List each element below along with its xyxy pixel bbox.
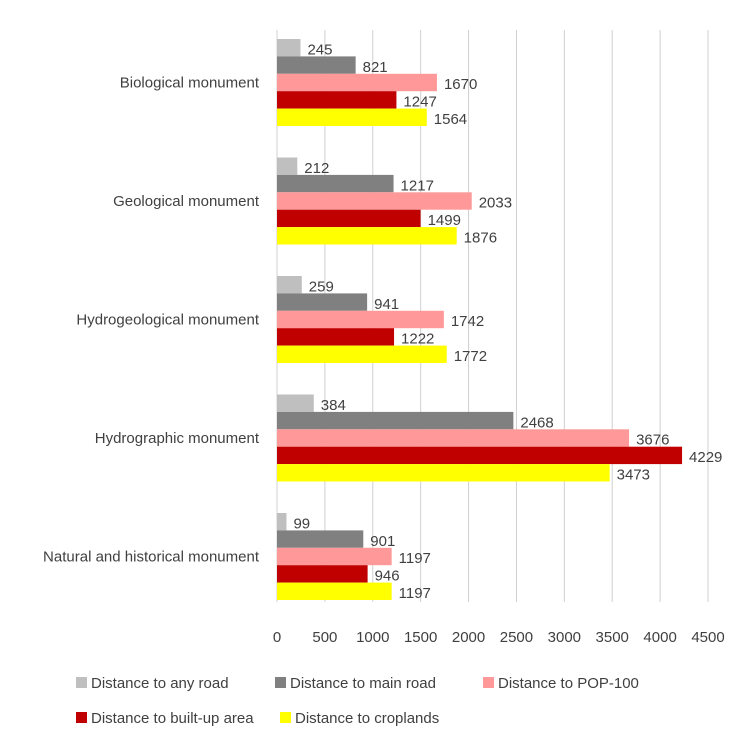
data-label: 1247 — [403, 94, 436, 111]
category-label: Geological monument — [113, 193, 260, 210]
category-label: Natural and historical monument — [43, 549, 260, 566]
bar-distance-to-built-up-area — [277, 91, 397, 109]
bar-distance-to-main-road — [277, 293, 368, 311]
data-label: 384 — [321, 397, 346, 414]
data-label: 2468 — [520, 414, 553, 431]
bar-distance-to-main-road — [277, 411, 514, 430]
bar-distance-to-any-road — [277, 276, 302, 294]
bar-distance-to-pop-100 — [277, 310, 444, 329]
bar-distance-to-any-road — [277, 513, 287, 531]
data-label: 821 — [363, 59, 388, 76]
legend-label: Distance to any road — [91, 675, 229, 692]
x-tick-label: 1500 — [404, 629, 437, 646]
bar-distance-to-built-up-area — [277, 209, 421, 228]
data-label: 946 — [375, 568, 400, 585]
data-label: 259 — [309, 278, 334, 295]
data-label: 1222 — [401, 331, 434, 348]
bar-distance-to-croplands — [277, 582, 392, 600]
x-tick-label: 1000 — [356, 629, 389, 646]
category-label: Biological monument — [120, 75, 260, 92]
legend-swatch — [275, 677, 286, 688]
x-tick-label: 3500 — [596, 629, 629, 646]
data-label: 1772 — [454, 348, 487, 365]
legend-swatch — [76, 677, 87, 688]
data-label: 941 — [374, 296, 399, 313]
x-tick-label: 500 — [312, 629, 337, 646]
bar-distance-to-croplands — [277, 227, 457, 245]
data-label: 1670 — [444, 76, 477, 93]
x-tick-label: 3000 — [548, 629, 581, 646]
bar-distance-to-croplands — [277, 345, 447, 363]
legend-label: Distance to main road — [290, 675, 436, 692]
bar-distance-to-main-road — [277, 174, 394, 193]
data-label: 1217 — [401, 177, 434, 194]
category-axis: Biological monument Geological monument Hy… — [43, 75, 260, 566]
category-label: Hydrographic monument — [95, 430, 260, 447]
bar-distance-to-any-road — [277, 39, 301, 57]
x-tick-label: 0 — [273, 629, 281, 646]
data-label: 99 — [293, 515, 310, 532]
bar-distance-to-croplands — [277, 108, 427, 126]
legend: Distance to any road Distance to main roa… — [76, 675, 639, 727]
data-label: 1742 — [451, 313, 484, 330]
bar-distance-to-pop-100 — [277, 73, 437, 92]
bar-distance-to-built-up-area — [277, 565, 368, 583]
data-label: 1197 — [399, 550, 431, 567]
legend-label: Distance to built-up area — [91, 710, 254, 727]
x-tick-label: 2000 — [452, 629, 485, 646]
bar-distance-to-any-road — [277, 157, 298, 175]
category-label: Hydrogeological monument — [76, 312, 259, 329]
legend-swatch — [76, 712, 87, 723]
data-label: 3473 — [617, 467, 650, 484]
data-label: 4229 — [689, 449, 722, 466]
bar-distance-to-main-road — [277, 56, 356, 74]
bar-distance-to-any-road — [277, 394, 314, 412]
data-label: 1876 — [464, 230, 497, 247]
legend-label: Distance to croplands — [295, 710, 439, 727]
legend-label: Distance to POP-100 — [498, 675, 639, 692]
bars — [277, 39, 683, 600]
bar-distance-to-croplands — [277, 464, 610, 482]
bar-distance-to-pop-100 — [277, 192, 472, 210]
data-label: 245 — [307, 41, 332, 58]
data-label: 901 — [370, 533, 395, 550]
value-axis: 0 500 1000 1500 2000 2500 3000 3500 4000 4500 — [273, 629, 725, 646]
data-label: 1499 — [428, 212, 461, 229]
bar-distance-to-main-road — [277, 530, 364, 548]
data-label: 1564 — [434, 111, 467, 128]
x-tick-label: 2500 — [500, 629, 533, 646]
bar-distance-to-built-up-area — [277, 328, 395, 346]
data-label: 3676 — [636, 432, 669, 449]
legend-swatch — [483, 677, 494, 688]
bar-distance-to-pop-100 — [277, 429, 630, 447]
bar-distance-to-pop-100 — [277, 547, 392, 566]
bar-distance-to-built-up-area — [277, 446, 683, 465]
x-tick-label: 4500 — [691, 629, 724, 646]
x-tick-label: 4000 — [643, 629, 676, 646]
legend-swatch — [280, 712, 291, 723]
data-label: 1197 — [399, 585, 431, 602]
data-label: 212 — [304, 160, 329, 177]
data-label: 2033 — [479, 195, 512, 212]
